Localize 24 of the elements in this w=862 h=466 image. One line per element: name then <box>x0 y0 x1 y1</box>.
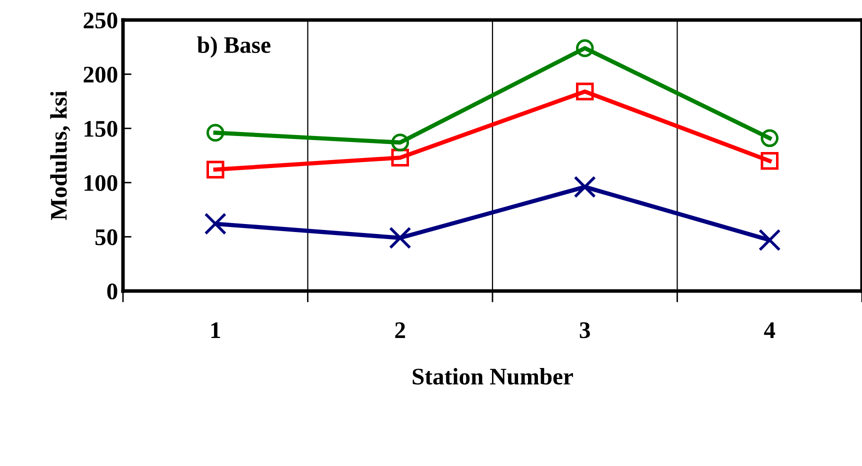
y-tick-label: 150 <box>84 120 118 137</box>
point <box>206 124 224 142</box>
y-tick-label: 200 <box>84 66 118 83</box>
point <box>758 228 781 252</box>
x-tick-label: 1 <box>211 322 220 338</box>
point <box>574 176 596 198</box>
point <box>204 212 226 235</box>
y-tick-label: 0 <box>107 283 118 300</box>
y-tick-label: 250 <box>84 12 118 28</box>
x-tick-label: 4 <box>764 322 776 338</box>
point <box>389 226 412 249</box>
x-tick-label: 2 <box>395 322 406 338</box>
y-axis-title: Modulus, ksi <box>50 90 70 220</box>
point <box>391 134 410 152</box>
x-tick-label: 3 <box>580 322 590 338</box>
point <box>576 82 594 100</box>
point <box>760 152 779 170</box>
y-tick-label: 100 <box>84 175 118 192</box>
annotation: b) Base <box>197 36 270 58</box>
x-axis-title: Station Number <box>412 368 573 385</box>
point <box>760 129 779 148</box>
y-tick-label: 50 <box>95 229 118 246</box>
point <box>576 39 594 58</box>
point <box>206 160 224 178</box>
